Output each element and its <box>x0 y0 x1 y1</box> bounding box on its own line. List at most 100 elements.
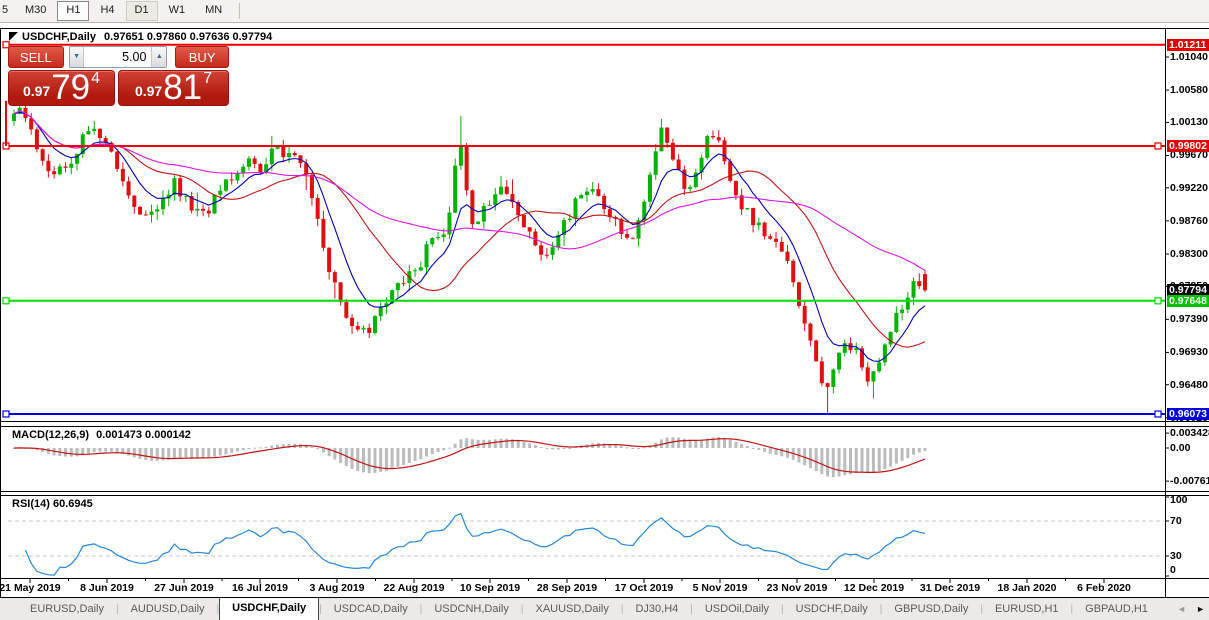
line-handle[interactable] <box>1154 297 1162 305</box>
candle-body <box>458 145 463 166</box>
macd-histogram-bar <box>104 448 108 452</box>
chart-tab-usdcnh-daily[interactable]: USDCNH,Daily <box>434 602 509 615</box>
chart-tab-usdchf-daily[interactable]: USDCHF,Daily <box>795 602 868 615</box>
candle-body <box>63 166 68 168</box>
macd-histogram-bar <box>453 443 457 448</box>
line-handle[interactable] <box>1154 142 1162 150</box>
line-handle[interactable] <box>1154 410 1162 418</box>
timeframe-button-d1[interactable]: D1 <box>125 1 158 21</box>
toolbar-divider <box>239 3 241 19</box>
timeframe-button-m30[interactable]: M30 <box>25 4 47 16</box>
tab-scroll-left-icon[interactable]: ◄ <box>1177 604 1187 614</box>
chart-tab-gbpusd-daily[interactable]: GBPUSD,Daily <box>894 602 969 615</box>
chart-tab-audusd-daily[interactable]: AUDUSD,Daily <box>130 602 205 615</box>
macd-rsi-splitter-b[interactable] <box>0 495 1209 496</box>
macd-histogram-bar <box>568 448 572 449</box>
chart-title: USDCHF,Daily 0.97651 0.97860 0.97636 0.9… <box>22 31 272 43</box>
timeframe-button-5[interactable]: 5 <box>2 4 9 16</box>
macd-histogram-bar <box>602 443 606 448</box>
price-tick-label: 0.99670 <box>1170 149 1208 162</box>
line-handle[interactable] <box>2 410 10 418</box>
macd-histogram-bar <box>700 439 704 448</box>
chart-tab-eurusd-h1[interactable]: EURUSD,H1 <box>994 602 1059 615</box>
volume-increase-icon[interactable]: ▲ <box>151 47 167 67</box>
macd-histogram-bar <box>682 438 686 448</box>
macd-histogram-bar <box>608 444 612 448</box>
timeframe-button-mn[interactable]: MN <box>205 4 223 16</box>
line-handle[interactable] <box>2 41 10 49</box>
chart-tab-usdoil-daily[interactable]: USDOil,Daily <box>704 602 770 615</box>
candle-body <box>453 165 458 213</box>
macd-histogram-bar <box>923 448 927 451</box>
macd-histogram-bar <box>820 448 824 475</box>
price-tick-label: 0.98300 <box>1170 247 1208 260</box>
timeframe-button-w1[interactable]: W1 <box>168 4 186 16</box>
tab-scroll-buttons: ◄ ► <box>1177 598 1205 620</box>
macd-histogram-bar <box>900 448 904 461</box>
price-tick-label: 0.97390 <box>1170 313 1208 326</box>
ask-pip-digit: 7 <box>203 70 213 87</box>
macd-histogram-bar <box>688 439 692 448</box>
tab-separator: | <box>115 603 119 615</box>
sell-button[interactable]: SELL <box>8 46 64 68</box>
candle-body <box>854 348 859 351</box>
chart-tab-usdcad-daily[interactable]: USDCAD,Daily <box>333 602 408 615</box>
chart-tab-dj30-h4[interactable]: DJ30,H4 <box>635 602 679 615</box>
macd-histogram-bar <box>339 448 343 463</box>
main-macd-splitter-b[interactable] <box>0 426 1209 427</box>
timeframe-button-h1[interactable]: H1 <box>57 1 90 21</box>
macd-histogram-bar <box>642 447 646 449</box>
macd-histogram-bar <box>894 448 898 464</box>
macd-histogram-bar <box>201 448 205 458</box>
bid-prefix: 0.97 <box>22 83 51 99</box>
macd-histogram-bar <box>172 448 176 459</box>
macd-histogram-bar <box>705 438 709 448</box>
macd-histogram-bar <box>419 448 423 460</box>
line-handle[interactable] <box>2 297 10 305</box>
macd-histogram-bar <box>327 448 331 457</box>
candle-body <box>321 218 326 248</box>
chart-tab-gbpaud-h1[interactable]: GBPAUD,H1 <box>1085 602 1148 615</box>
tab-scroll-right-icon[interactable]: ► <box>1196 604 1205 614</box>
bid-price-box[interactable]: 0.97 79 4 <box>8 70 115 106</box>
candle-body <box>143 214 148 216</box>
macd-signal-line <box>13 438 926 473</box>
candle-body <box>550 247 555 255</box>
macd-histogram-bar <box>906 448 910 458</box>
macd-histogram-bar <box>493 439 497 448</box>
candle-body <box>315 197 320 219</box>
volume-decrease-icon[interactable]: ▼ <box>69 47 85 67</box>
ask-price-box[interactable]: 0.97 81 7 <box>118 70 229 106</box>
macd-histogram-bar <box>785 448 789 458</box>
candle-body <box>499 186 504 195</box>
macd-histogram-bar <box>75 448 79 457</box>
macd-histogram-bar <box>717 437 721 448</box>
date-label: 10 Sep 2019 <box>459 582 521 594</box>
candle-body <box>716 137 721 141</box>
rsi-dateaxis-border <box>0 578 1209 579</box>
candle-body <box>739 195 744 210</box>
candle-body <box>756 222 761 226</box>
chart-tab-xauusd-daily[interactable]: XAUUSD,Daily <box>535 602 609 615</box>
macd-histogram-bar <box>384 448 388 471</box>
buy-button[interactable]: BUY <box>175 46 229 68</box>
macd-histogram-bar <box>505 438 509 448</box>
candle-body <box>630 237 635 239</box>
macd-histogram-bar <box>488 439 492 448</box>
rsi-tick-label: 30 <box>1170 550 1182 562</box>
macd-histogram-bar <box>912 448 916 455</box>
candle-body <box>401 283 406 285</box>
candle-body <box>665 127 670 143</box>
timeframe-button-h4[interactable]: H4 <box>100 4 115 16</box>
macd-histogram-bar <box>69 448 73 457</box>
macd-histogram-bar <box>740 444 744 448</box>
chart-tab-usdchf-daily[interactable]: USDCHF,Daily <box>219 597 320 620</box>
macd-histogram-bar <box>430 448 434 455</box>
chart-tab-eurusd-daily[interactable]: EURUSD,Daily <box>30 602 104 615</box>
macd-histogram-bar <box>442 448 446 451</box>
candle-body <box>745 207 750 210</box>
candle-body <box>774 238 779 242</box>
volume-input[interactable] <box>84 47 152 67</box>
